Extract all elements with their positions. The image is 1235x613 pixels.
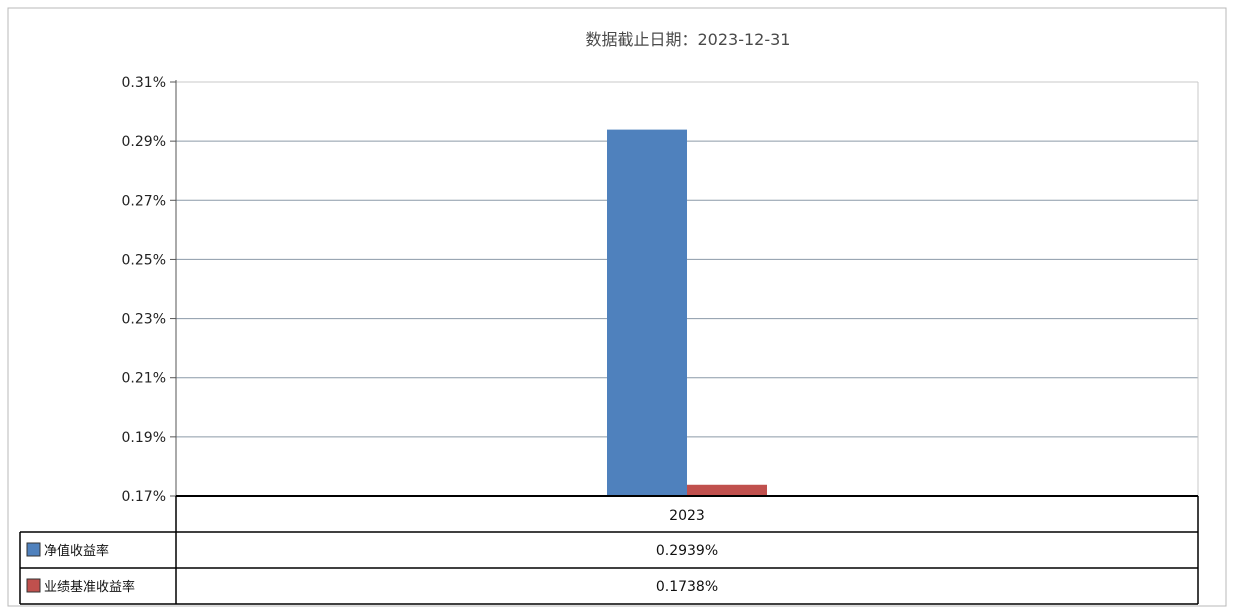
y-tick-label: 0.31% — [122, 75, 166, 91]
legend-swatch-1 — [26, 578, 41, 593]
y-tick-label: 0.19% — [122, 430, 166, 446]
plot-area: 0.31% 0.29% 0.27% 0.25% 0.23% 0.21% 0.19% 0.17% — [122, 75, 1199, 505]
y-tick-label: 0.29% — [122, 134, 166, 150]
legend-swatch-0 — [26, 542, 41, 557]
y-tick-label: 0.27% — [122, 193, 166, 209]
chart-title: 数据截止日期：2023-12-31 — [586, 30, 791, 49]
bar-1-0 — [687, 484, 767, 496]
y-tick-label: 0.17% — [122, 489, 166, 505]
bar-0-0 — [607, 129, 687, 497]
legend-label-0: 净值收益率 — [44, 543, 109, 559]
table-value-1-0: 0.1738% — [656, 579, 718, 595]
y-tick-label: 0.21% — [122, 371, 166, 387]
table-category-label: 2023 — [669, 508, 705, 524]
data-table: 2023 净值收益率 0.2939% 业绩基准收益率 0.1738% — [19, 496, 1199, 605]
y-tick-label: 0.25% — [122, 252, 166, 268]
y-tick-label: 0.23% — [122, 312, 166, 328]
table-value-0-0: 0.2939% — [656, 543, 718, 559]
legend-label-1: 业绩基准收益率 — [44, 579, 135, 595]
